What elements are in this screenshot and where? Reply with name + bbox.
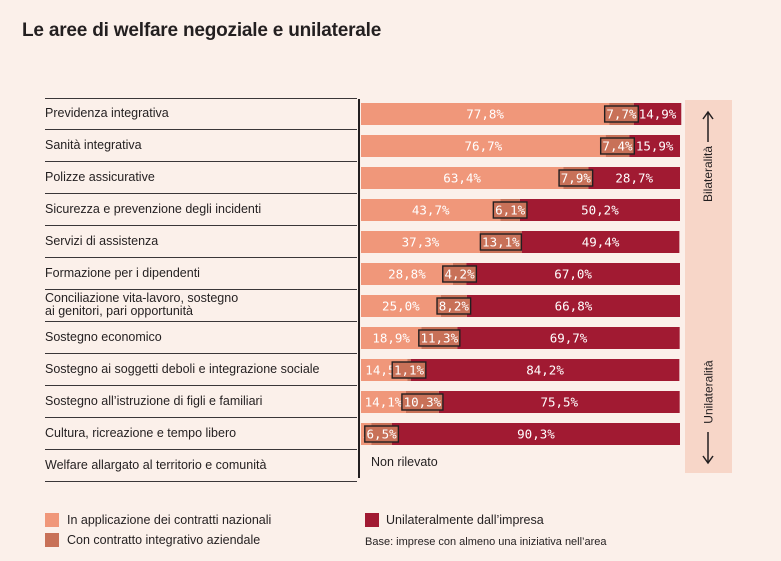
bar-segment-series-3	[466, 295, 680, 317]
data-label-box	[364, 425, 400, 443]
data-label-box	[436, 297, 472, 315]
bar-segment-series-3	[438, 391, 680, 413]
legend-swatch-national	[45, 513, 59, 527]
data-label-series-2: 1,1%	[394, 363, 425, 378]
bar-segment-series-3	[588, 167, 680, 189]
data-label-series-3: 28,7%	[615, 171, 653, 186]
category-label: Formazione per i dipendenti	[45, 258, 357, 290]
data-label-series-1: 14,1%	[365, 395, 403, 410]
not-detected-value: Non rilevato	[371, 455, 438, 469]
data-label-series-2: 11,3%	[420, 331, 458, 346]
data-label-box	[391, 361, 427, 379]
data-label-series-3: 90,3%	[517, 427, 555, 442]
chart-title: Le aree di welfare negoziale e unilatera…	[22, 20, 382, 41]
data-label-series-2: 10,3%	[404, 395, 442, 410]
bar-segment-series-3	[391, 423, 680, 445]
data-label-series-2: 8,2%	[439, 299, 470, 314]
data-label-box	[558, 169, 594, 187]
data-label-series-1: 37,3%	[402, 235, 440, 250]
data-label-series-1: 18,9%	[372, 331, 410, 346]
data-label-series-3: 69,7%	[550, 331, 588, 346]
up-arrow-icon	[702, 110, 714, 120]
data-label-box	[492, 201, 528, 219]
data-label-series-2: 7,7%	[606, 107, 637, 122]
data-label-series-2: 7,4%	[602, 139, 633, 154]
data-label-box	[479, 233, 523, 251]
bar-segment-series-1	[361, 199, 501, 221]
category-label: Servizi di assistenza	[45, 226, 357, 258]
data-label-series-2: 6,1%	[495, 203, 526, 218]
bar-segment-series-1	[361, 263, 453, 285]
data-label-series-2: 4,2%	[445, 267, 476, 282]
category-label: Conciliazione vita-lavoro, sostegno ai ge…	[45, 290, 357, 322]
bar-segment-series-3	[629, 135, 680, 157]
bar-segment-series-3	[521, 231, 680, 253]
base-note: Base: imprese con almeno una iniziativa …	[365, 536, 607, 548]
data-label-series-1: 63,4%	[443, 171, 481, 186]
data-label-series-3: 15,9%	[636, 139, 674, 154]
bar-segment-series-3	[410, 359, 680, 381]
data-label-series-1: 25,0%	[382, 299, 420, 314]
bar-segment-series-3	[457, 327, 680, 349]
data-label-box	[442, 265, 478, 283]
data-label-series-3: 75,5%	[540, 395, 578, 410]
category-label: Sostegno economico	[45, 322, 357, 354]
data-label-box	[599, 137, 635, 155]
bar-segment-series-1	[361, 231, 480, 253]
bar-segment-series-1	[361, 295, 441, 317]
data-label-series-1: 76,7%	[465, 139, 503, 154]
bar-segment-series-1	[361, 103, 610, 125]
data-label-series-1: 43,7%	[412, 203, 450, 218]
data-label-series-3: 84,2%	[526, 363, 564, 378]
bar-segment-series-3	[466, 263, 680, 285]
legend-label-unilateral: Unilateralmente dall’impresa	[386, 513, 544, 527]
data-label-series-1: 28,8%	[388, 267, 426, 282]
category-label: Welfare allargato al territorio e comuni…	[45, 450, 357, 482]
bar-segment-series-1	[361, 391, 406, 413]
category-label: Sicurezza e prevenzione degli incidenti	[45, 194, 357, 226]
legend-swatch-unilateral	[365, 513, 379, 527]
data-label-series-3: 66,8%	[555, 299, 593, 314]
data-label-series-3: 49,4%	[582, 235, 620, 250]
data-label-box	[418, 329, 461, 347]
bar-segment-series-3	[519, 199, 680, 221]
data-label-series-3: 14,9%	[639, 107, 677, 122]
data-label-series-3: 50,2%	[581, 203, 619, 218]
bar-segment-series-1	[361, 167, 564, 189]
down-arrow-icon	[702, 455, 714, 465]
data-label-series-2: 6,5%	[367, 427, 398, 442]
legend-label-national: In applicazione dei contratti nazionali	[67, 513, 272, 527]
legend-swatch-integrative	[45, 533, 59, 547]
data-label-box	[401, 393, 444, 411]
category-label: Cultura, ricreazione e tempo libero	[45, 418, 357, 450]
legend-label-integrative: Con contratto integrativo aziendale	[67, 533, 261, 547]
category-label: Sanità integrativa	[45, 130, 357, 162]
data-label-series-3: 67,0%	[554, 267, 592, 282]
data-label-series-1: 77,8%	[466, 107, 504, 122]
data-label-box	[603, 105, 639, 123]
category-label: Sostegno all’istruzione di figli e famil…	[45, 386, 357, 418]
data-label-series-2: 7,9%	[561, 171, 592, 186]
data-label-series-2: 13,1%	[482, 235, 520, 250]
axis-panel	[685, 100, 732, 473]
bar-segment-series-3	[633, 103, 682, 125]
bar-segment-series-1	[361, 327, 422, 349]
category-label: Polizze assicurative	[45, 162, 357, 194]
bar-segment-series-1	[361, 135, 606, 157]
category-label: Sostegno ai soggetti deboli e integrazio…	[45, 354, 357, 386]
category-label: Previdenza integrativa	[45, 98, 357, 130]
